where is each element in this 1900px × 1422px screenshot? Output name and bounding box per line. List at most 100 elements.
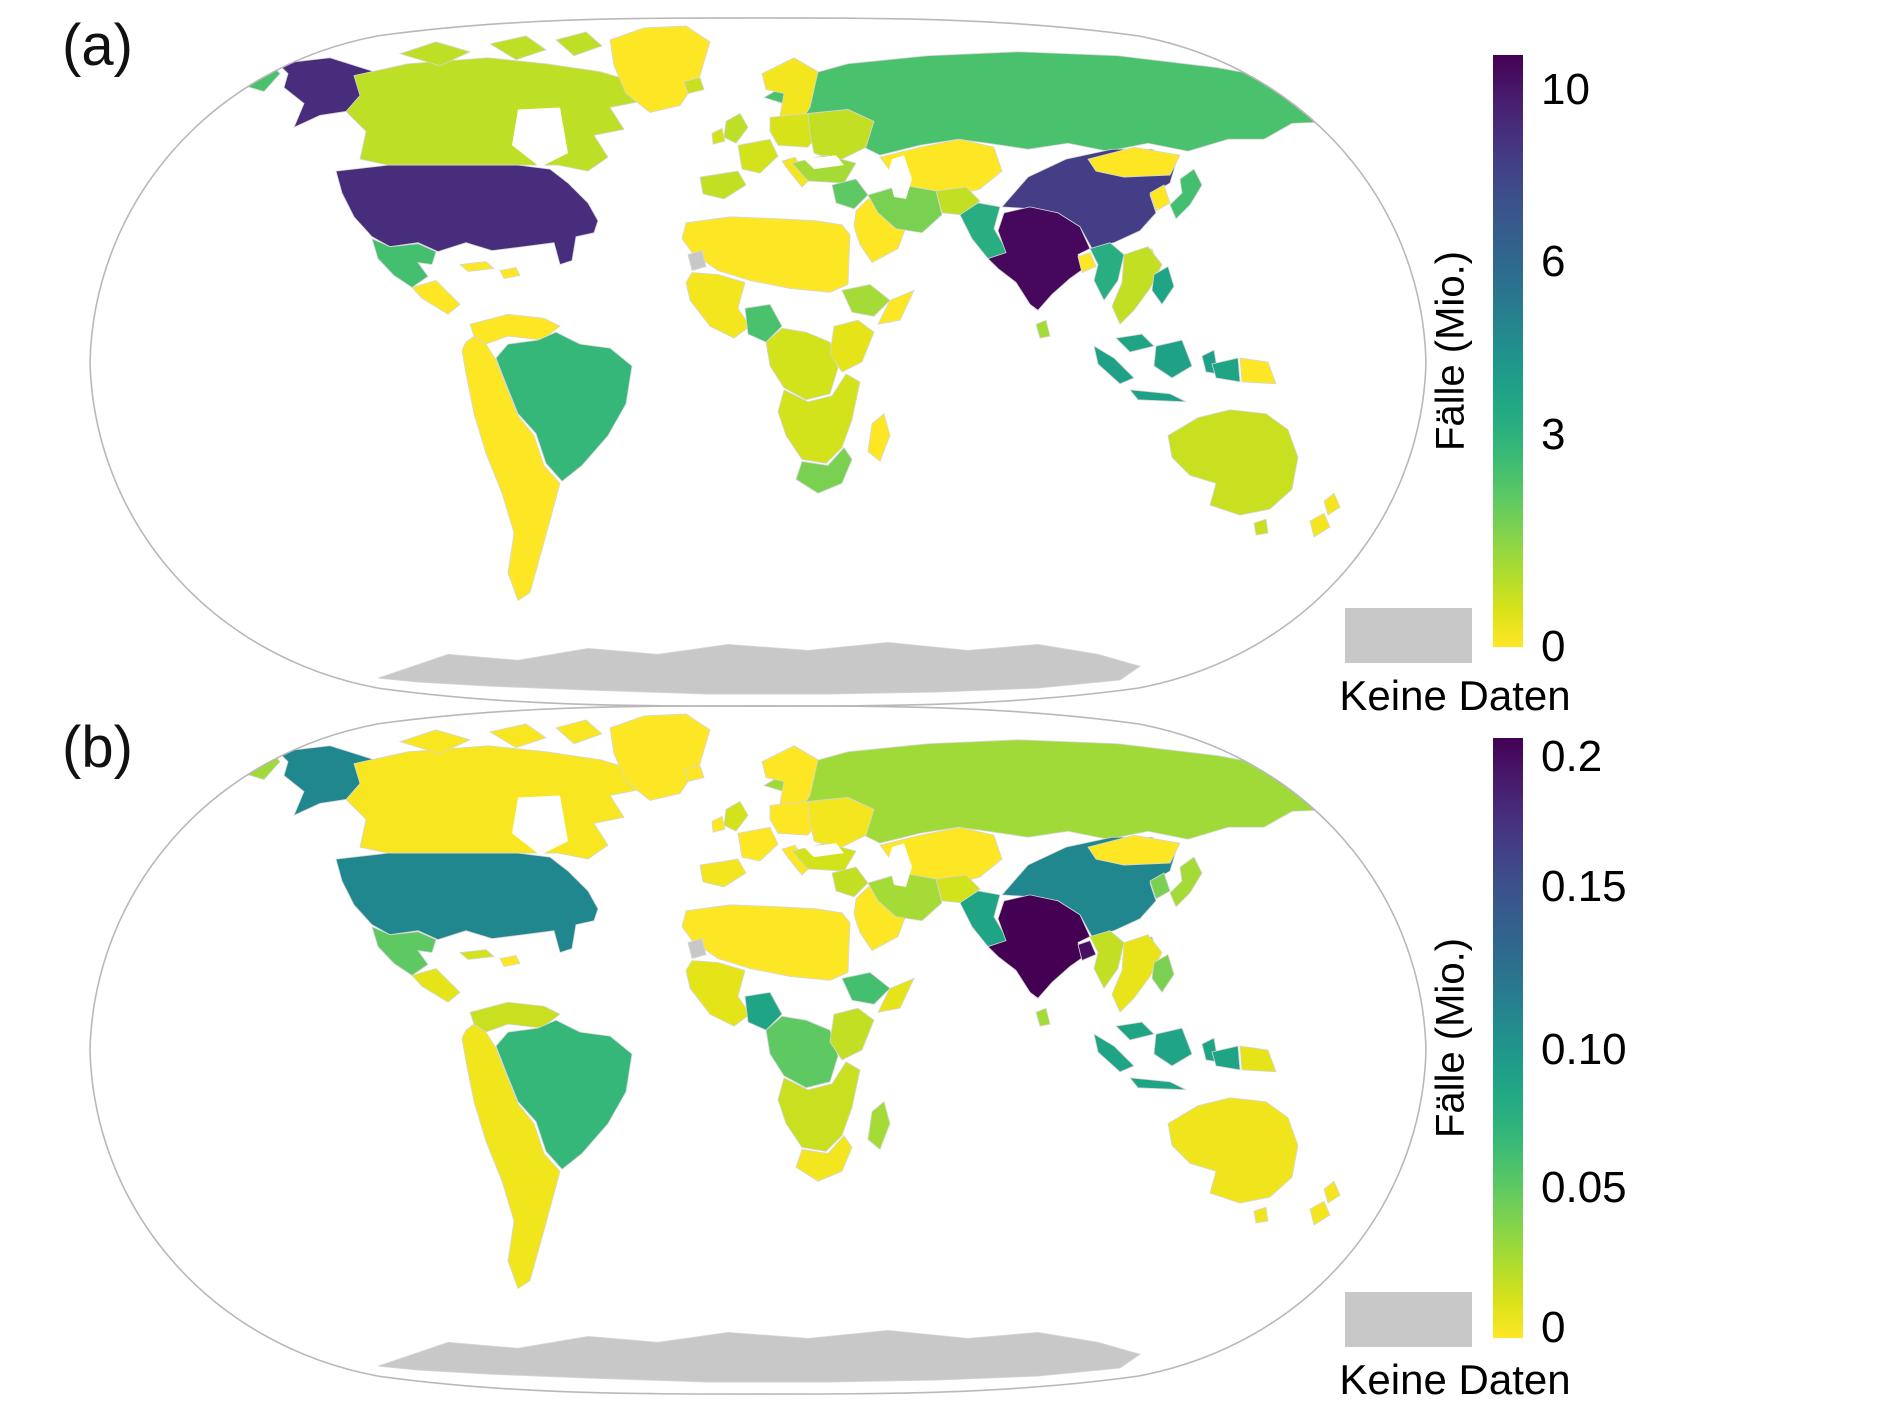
country-centam	[411, 968, 461, 1003]
country-india	[987, 206, 1091, 311]
country-canada	[345, 57, 641, 172]
country-wsahara	[687, 938, 707, 960]
colorbar-tick-label: 0.15	[1541, 861, 1627, 911]
country-australia	[1167, 1097, 1299, 1204]
country-malaysia	[1115, 333, 1155, 353]
country-madagascar	[867, 413, 891, 463]
country-antarctica	[377, 641, 1141, 695]
country-eeurope	[807, 109, 875, 162]
country-ethiopia	[841, 972, 891, 1005]
colorbar-tick-label: 6	[1541, 237, 1566, 287]
country-thaiviet	[1111, 934, 1163, 1013]
colorbar-tick-label: 0.10	[1541, 1025, 1627, 1074]
country-canada	[398, 41, 472, 67]
country-indonesia	[1153, 339, 1193, 379]
map-outline	[89, 17, 1427, 707]
country-afeast	[829, 319, 875, 373]
water-body	[888, 155, 912, 199]
country-mexico	[371, 925, 437, 976]
country-iceland	[683, 765, 705, 783]
country-usa	[335, 852, 599, 954]
country-korea	[1149, 184, 1171, 212]
country-srilanka	[1035, 319, 1051, 339]
country-indonesia	[1093, 345, 1135, 385]
country-mexico	[371, 237, 437, 288]
colorbar-tick-label: 3	[1541, 410, 1566, 460]
panel-b: (b) 0.2 0.15 0.10 0.05 0 Fälle (Mio.) Keine …	[0, 688, 1900, 1422]
country-cuba	[459, 949, 495, 960]
country-canada	[488, 35, 547, 61]
country-chukotka	[239, 745, 281, 781]
colorbar-tick-label: 0.2	[1541, 732, 1603, 782]
country-southafrica	[795, 1134, 853, 1182]
water-body	[888, 843, 912, 887]
country-france	[737, 826, 779, 862]
country-afcentral	[765, 1015, 839, 1089]
country-japan	[1169, 856, 1203, 908]
country-indonesia	[1129, 1077, 1187, 1091]
world-map-a	[89, 17, 1427, 707]
country-hispaniola	[499, 267, 521, 279]
country-bangladesh	[1077, 252, 1097, 274]
panel-a: (a) 10 6 3 0 Fälle (Mio.) Keine Daten	[0, 0, 1900, 719]
country-nigeria	[744, 991, 783, 1031]
colorbar-title-a: Fälle (Mio.)	[1428, 250, 1473, 452]
country-nz	[1323, 1180, 1341, 1204]
country-afsouth	[777, 1061, 861, 1152]
colorbar-b	[1493, 738, 1523, 1338]
colorbar-tick-label: 0	[1541, 622, 1566, 671]
country-srilanka	[1035, 1007, 1051, 1027]
water-body	[804, 843, 844, 858]
country-afwest	[685, 272, 751, 339]
country-pakistan	[959, 202, 1009, 260]
no-data-label-b: Keine Daten	[1339, 1356, 1571, 1403]
country-afsouth	[777, 373, 861, 464]
no-data-label-a: Keine Daten	[1339, 672, 1571, 719]
country-sawest	[461, 335, 561, 602]
world-map-b	[89, 705, 1427, 1395]
country-southafrica	[795, 446, 853, 494]
country-canada	[398, 729, 472, 755]
country-antarctica	[377, 1329, 1141, 1383]
country-iberia	[699, 170, 747, 200]
colorbar-tick-label: 10	[1541, 64, 1590, 114]
country-somalia	[877, 977, 915, 1013]
country-thaiviet	[1111, 246, 1163, 325]
country-canada	[555, 719, 603, 745]
country-iraq	[831, 178, 869, 210]
country-nz	[1323, 492, 1341, 516]
country-italy	[781, 844, 811, 876]
colorbar-title-b: Fälle (Mio.)	[1428, 937, 1473, 1139]
country-eeurope	[807, 797, 875, 850]
colorbar-tick-label: 0.05	[1541, 1163, 1627, 1212]
country-pngw	[1211, 1045, 1241, 1071]
panel-a-label: (a)	[62, 13, 133, 78]
country-canada	[488, 723, 547, 749]
water-body	[804, 155, 844, 170]
country-ireland	[711, 815, 726, 833]
water-body	[512, 795, 568, 856]
country-france	[737, 138, 779, 174]
country-sawest	[461, 1023, 561, 1290]
country-indonesia	[1153, 1027, 1193, 1067]
water-body	[512, 107, 568, 168]
country-chukotka	[239, 57, 281, 93]
country-brazil	[495, 331, 633, 482]
country-uk	[723, 112, 749, 144]
country-canada	[555, 31, 603, 57]
country-indonesia	[1093, 1033, 1135, 1073]
country-indonesia	[1129, 389, 1187, 403]
country-iceland	[683, 77, 705, 95]
colorbar-a	[1493, 55, 1523, 647]
map-outline	[89, 705, 1427, 1395]
country-italy	[781, 156, 811, 188]
country-madagascar	[867, 1101, 891, 1151]
country-uk	[723, 800, 749, 832]
country-usa	[335, 164, 599, 266]
no-data-swatch-b	[1345, 1292, 1472, 1347]
country-australia	[1253, 518, 1269, 536]
country-canada	[345, 745, 641, 860]
country-pakistan	[959, 890, 1009, 948]
country-iraq	[831, 866, 869, 898]
